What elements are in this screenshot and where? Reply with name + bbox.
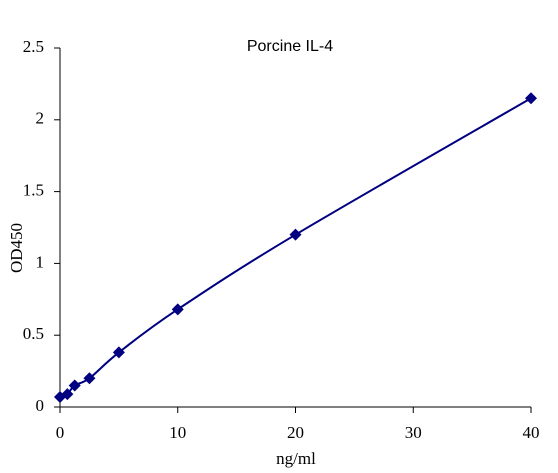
data-point	[112, 346, 125, 359]
x-tick-label: 0	[56, 423, 65, 442]
y-tick-label: 0.5	[23, 324, 44, 343]
y-axis-label: OD450	[7, 223, 26, 273]
y-tick-label: 2	[36, 109, 45, 128]
data-point	[525, 92, 537, 105]
fit-line	[59, 97, 532, 398]
x-tick-label: 30	[405, 423, 422, 442]
y-tick-label: 1.5	[23, 181, 44, 200]
x-tick-label: 40	[523, 423, 540, 442]
y-tick-label: 0	[36, 396, 45, 415]
x-axis-label: ng/ml	[276, 449, 316, 468]
y-tick-label: 2.5	[23, 37, 44, 56]
data-point	[83, 372, 96, 385]
data-point	[68, 379, 81, 392]
chart-title: Porcine IL-4	[247, 38, 333, 55]
data-point	[61, 388, 74, 401]
x-tick-label: 10	[169, 423, 186, 442]
data-point	[289, 228, 302, 241]
x-tick-label: 20	[287, 423, 304, 442]
y-tick-label: 1	[36, 252, 45, 271]
data-point	[171, 303, 184, 316]
